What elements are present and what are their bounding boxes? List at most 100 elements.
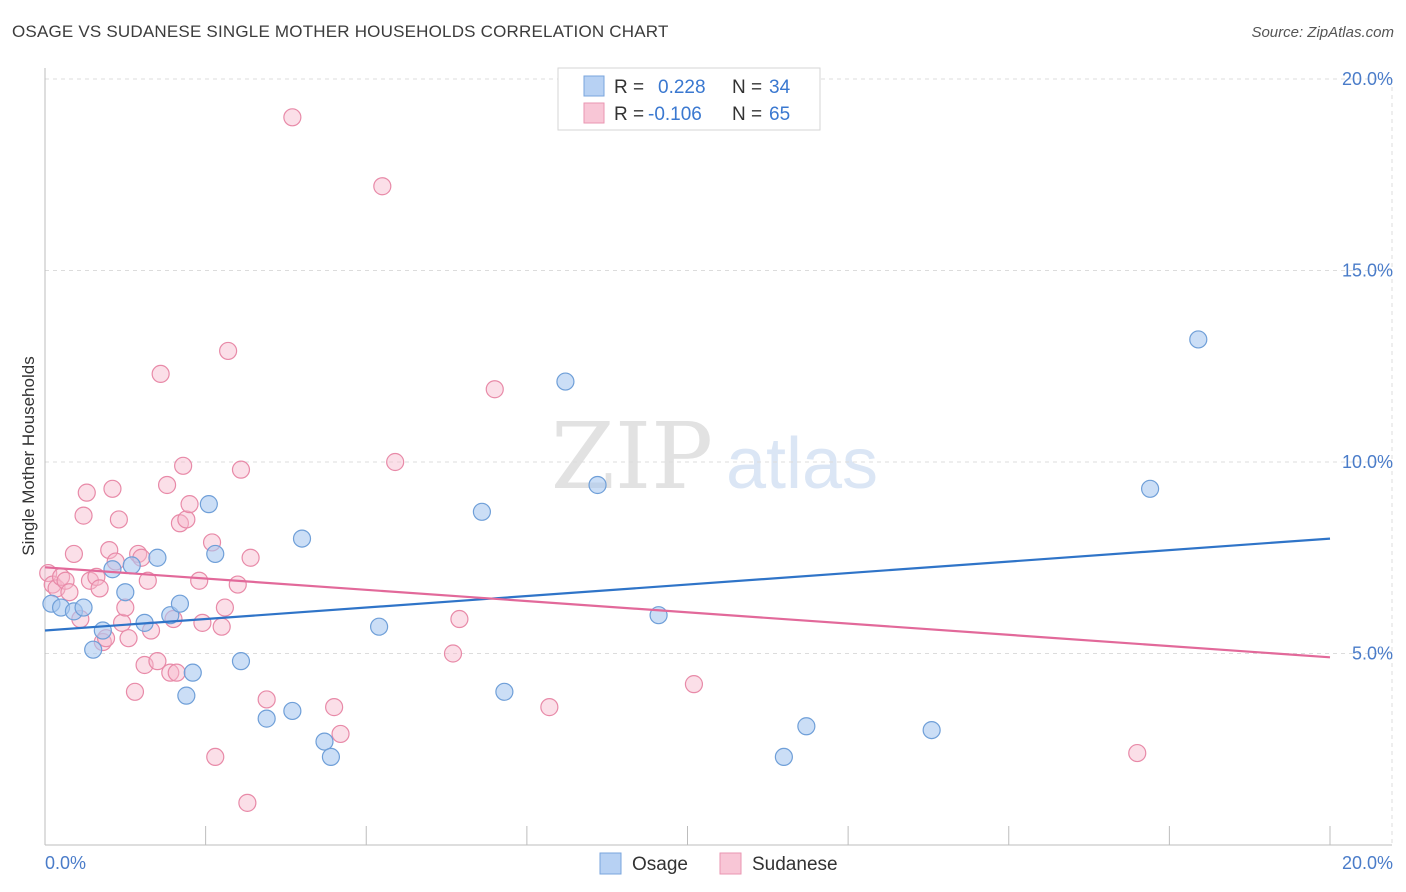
sudanese-point: [77, 483, 96, 502]
sudanese-r-label: R =: [614, 104, 644, 125]
sudanese-point: [60, 583, 79, 602]
osage-n-label: N =: [732, 77, 762, 98]
osage-point: [588, 475, 607, 495]
watermark-atlas: atlas: [726, 424, 878, 504]
sudanese-point: [215, 598, 234, 617]
sudanese-trend-line: [44, 566, 1331, 659]
sudanese-point: [167, 663, 186, 682]
osage-point: [116, 583, 135, 602]
sudanese-point: [450, 609, 469, 629]
sudanese-point: [190, 571, 209, 590]
sudanese-legend-swatch: [583, 102, 605, 124]
sudanese-legend-label: Sudanese: [752, 854, 838, 875]
sudanese-point: [90, 579, 109, 598]
osage-point: [283, 701, 302, 721]
osage-point: [206, 544, 225, 564]
sudanese-point: [148, 652, 167, 671]
osage-point: [148, 548, 167, 567]
sudanese-point: [151, 364, 170, 384]
sudanese-point: [485, 380, 504, 399]
x-tick-label: 0.0%: [45, 853, 86, 873]
osage-point: [922, 720, 941, 740]
osage-trend-line: [44, 537, 1331, 632]
sudanese-point: [119, 629, 138, 648]
sudanese-point: [228, 575, 247, 594]
sudanese-point: [206, 747, 225, 767]
osage-point: [103, 560, 122, 579]
sudanese-point: [193, 613, 212, 632]
y-tick-label: 10.0%: [1342, 452, 1393, 472]
osage-point: [183, 663, 202, 682]
sudanese-point: [231, 460, 251, 479]
sudanese-point: [331, 724, 350, 744]
sudanese-n-value: 65: [769, 104, 790, 125]
osage-point: [84, 640, 103, 659]
sudanese-point: [157, 475, 177, 495]
series-legend: Osage Sudanese: [599, 852, 838, 875]
osage-point: [1140, 479, 1160, 498]
sudanese-point: [116, 598, 135, 617]
chart-title: OSAGE VS SUDANESE SINGLE MOTHER HOUSEHOL…: [12, 22, 669, 41]
sudanese-point: [540, 698, 559, 717]
sudanese-point: [257, 690, 276, 709]
osage-point: [257, 709, 276, 728]
x-tick-label: 20.0%: [1342, 853, 1393, 873]
osage-point: [93, 621, 112, 640]
osage-r-value: 0.228: [658, 77, 706, 98]
sudanese-point: [138, 571, 157, 590]
sudanese-point: [325, 698, 344, 717]
osage-point: [321, 747, 341, 767]
osage-point: [370, 617, 389, 636]
axes: [44, 68, 1392, 846]
sudanese-point: [684, 675, 704, 694]
osage-point: [1189, 330, 1208, 349]
osage-legend-label: Osage: [632, 854, 688, 875]
sudanese-point: [161, 663, 180, 682]
grid-lines: [45, 78, 1393, 845]
osage-point: [170, 594, 190, 613]
sudanese-point: [109, 510, 128, 529]
osage-point: [177, 686, 196, 705]
sudanese-point: [125, 682, 145, 701]
sudanese-point: [100, 540, 119, 560]
sudanese-point: [238, 793, 257, 812]
sudanese-legend-marker: [719, 852, 742, 875]
osage-point: [199, 495, 218, 514]
osage-point: [774, 747, 793, 767]
watermark-zip: ZIP: [551, 403, 713, 510]
osage-point: [556, 372, 575, 391]
osage-point: [315, 732, 334, 751]
correlation-legend: R = 0.228 N = 34 R = -0.106 N = 65: [557, 67, 821, 131]
sudanese-point: [1128, 743, 1147, 763]
sudanese-r-value: -0.106: [648, 104, 702, 125]
osage-legend-swatch: [583, 75, 605, 97]
axis-ticks: 5.0% 10.0% 15.0% 20.0% 0.0% 20.0%: [45, 69, 1393, 873]
y-tick-label: 5.0%: [1352, 644, 1393, 664]
osage-point: [797, 717, 816, 736]
osage-n-value: 34: [769, 77, 791, 98]
trend-lines: [44, 537, 1331, 659]
sudanese-point: [87, 567, 106, 587]
sudanese-point: [74, 506, 93, 525]
y-axis-label: Single Mother Households: [19, 356, 38, 555]
sudanese-point: [212, 617, 231, 636]
sudanese-point: [373, 177, 392, 196]
osage-legend-marker: [599, 852, 622, 875]
sudanese-point: [174, 456, 193, 475]
osage-point: [472, 502, 491, 521]
osage-r-label: R =: [614, 77, 644, 98]
sudanese-point: [180, 495, 199, 514]
osage-point: [74, 598, 93, 617]
osage-point: [292, 529, 312, 548]
osage-point: [231, 652, 251, 671]
sudanese-point: [56, 571, 75, 590]
sudanese-point: [219, 341, 238, 361]
source-credit: Source: ZipAtlas.com: [1251, 24, 1394, 41]
sudanese-point: [386, 452, 405, 472]
y-tick-label: 20.0%: [1342, 69, 1393, 89]
sudanese-point: [443, 644, 463, 663]
osage-points: [42, 330, 1208, 767]
sudanese-point: [112, 613, 132, 632]
sudanese-point: [177, 510, 196, 529]
